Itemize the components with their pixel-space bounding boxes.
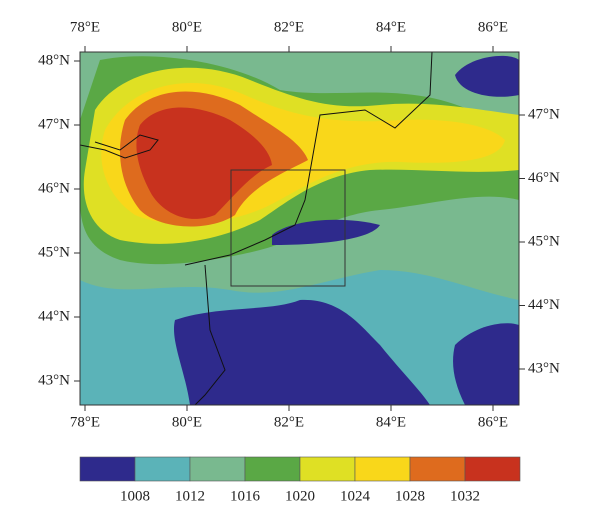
lat-label: 44°N (528, 297, 560, 313)
colorbar-swatch (189, 456, 246, 482)
lat-label: 46°N (528, 170, 560, 186)
colorbar-label: 1020 (285, 488, 315, 504)
colorbar-label: 1016 (230, 488, 261, 504)
lat-label: 47°N (528, 106, 560, 122)
lat-label: 44°N (38, 308, 70, 324)
lon-label: 80°E (172, 414, 202, 430)
lat-label: 46°N (38, 180, 70, 196)
lat-label: 43°N (38, 372, 70, 388)
colorbar-label: 1024 (340, 488, 371, 504)
lat-label: 45°N (528, 233, 560, 249)
lat-label: 43°N (528, 360, 560, 376)
colorbar-swatch (409, 456, 466, 482)
lon-label: 86°E (478, 19, 508, 35)
colorbar-swatch (299, 456, 356, 482)
colorbar-swatch (244, 456, 301, 482)
lon-label: 80°E (172, 19, 202, 35)
contour-field (80, 52, 519, 405)
colorbar-label: 1012 (175, 488, 205, 504)
colorbar-swatch (464, 456, 521, 482)
colorbar-swatch (354, 456, 411, 482)
lon-label: 82°E (274, 19, 304, 35)
lon-label: 86°E (478, 414, 508, 430)
map-frame (79, 51, 520, 406)
colorbar-label: 1028 (395, 488, 425, 504)
lon-label: 82°E (274, 414, 304, 430)
lon-label: 84°E (376, 414, 406, 430)
lon-label: 84°E (376, 19, 406, 35)
colorbar-swatch (79, 456, 136, 482)
colorbar-swatch (134, 456, 191, 482)
lat-label: 48°N (38, 52, 70, 68)
colorbar-label: 1032 (450, 488, 480, 504)
lat-label: 45°N (38, 244, 70, 260)
lat-label: 47°N (38, 116, 70, 132)
colorbar-label: 1008 (120, 488, 150, 504)
lon-label: 78°E (70, 19, 100, 35)
lon-label: 78°E (70, 414, 100, 430)
